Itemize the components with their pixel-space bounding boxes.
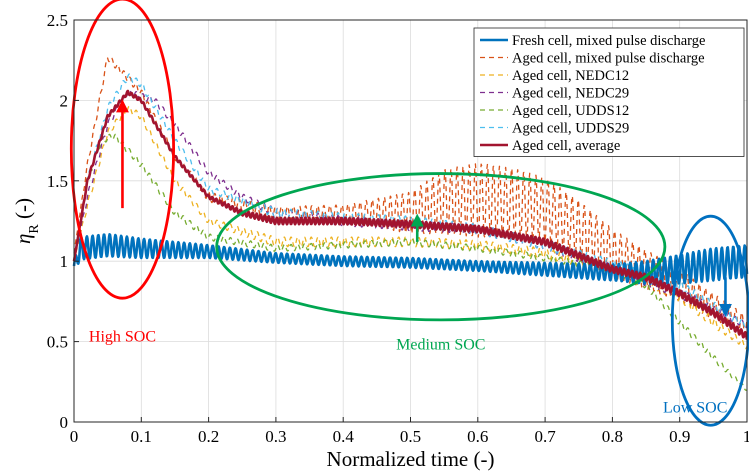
x-tick-label: 0.9	[669, 427, 690, 446]
series-layer	[72, 57, 749, 391]
x-tick-label: 0.3	[265, 427, 286, 446]
annotation-ellipse-2	[670, 214, 749, 427]
legend-entry-2: Aged cell, NEDC12	[512, 68, 629, 84]
legend-entry-0: Fresh cell, mixed pulse discharge	[512, 33, 705, 49]
legend-entry-4: Aged cell, UDDS12	[512, 103, 629, 119]
x-tick-label: 0.7	[534, 427, 556, 446]
x-tick-label: 0.4	[333, 427, 355, 446]
x-tick-label: 0	[70, 427, 79, 446]
series-line-4	[73, 133, 748, 391]
annotation-label-0: High SOC	[89, 329, 156, 346]
legend-entry-1: Aged cell, mixed pulse discharge	[512, 51, 705, 67]
y-axis-label-unit: (-)	[11, 198, 35, 224]
y-axis-label-symbol: η	[11, 234, 35, 244]
legend-entry-5: Aged cell, UDDS29	[512, 121, 629, 137]
x-tick-label: 0.6	[467, 427, 488, 446]
x-tick-label: 0.1	[131, 427, 152, 446]
y-tick-label: 1	[60, 252, 69, 271]
series-line-2	[73, 105, 748, 350]
y-tick-label: 1.5	[47, 172, 68, 191]
annotation-ellipse-0	[69, 0, 175, 300]
legend-entry-3: Aged cell, NEDC29	[512, 86, 629, 102]
annotation-layer: High SOC Medium SOC Low SOC	[69, 0, 749, 427]
x-tick-label: 0.5	[400, 427, 421, 446]
legend-entry-6: Aged cell, average	[512, 138, 620, 154]
y-axis-label-subscript: R	[27, 224, 42, 234]
y-tick-label: 0	[60, 413, 69, 432]
y-axis-ticks: 0 0.5 1 1.5 2 2.5	[47, 11, 79, 432]
legend: Fresh cell, mixed pulse discharge Aged ce…	[473, 27, 745, 157]
y-tick-label: 0.5	[47, 333, 68, 352]
annotation-label-2: Low SOC	[663, 399, 727, 416]
x-tick-label: 1	[743, 427, 749, 446]
series-line-6	[72, 89, 749, 340]
y-axis-label: ηR (-)	[11, 198, 42, 244]
x-axis-label: Normalized time (-)	[327, 447, 495, 471]
y-tick-label: 2	[60, 91, 69, 110]
annotation-label-1: Medium SOC	[396, 337, 485, 354]
x-tick-label: 0.8	[602, 427, 623, 446]
y-tick-label: 2.5	[47, 11, 68, 30]
legend-box	[473, 27, 745, 157]
x-tick-label: 0.2	[198, 427, 219, 446]
annotation-ellipse-1	[215, 172, 667, 322]
x-axis-ticks: 0 0.1 0.2 0.3 0.4 0.5 0.6 0.7 0.8 0.9 1	[70, 417, 749, 446]
series-line-0	[72, 233, 749, 286]
